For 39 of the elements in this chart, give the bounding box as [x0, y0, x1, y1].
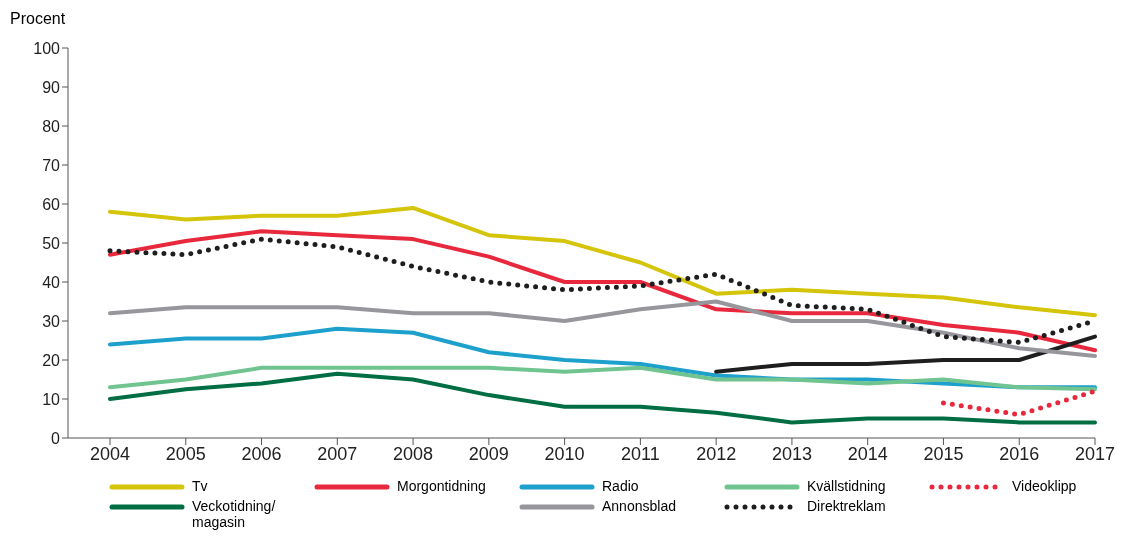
line-series: [108, 371, 1097, 425]
y-tick-label: 90: [42, 78, 61, 96]
x-tick-label: 2015: [923, 443, 964, 464]
line-series: [108, 205, 1097, 318]
y-tick-label: 10: [42, 390, 61, 408]
x-tick-label: 2014: [847, 443, 888, 464]
y-tick-label: 60: [42, 195, 61, 213]
legend-label: Kvällstidning: [807, 478, 887, 494]
x-tick-label: 2017: [1074, 443, 1116, 464]
y-tick-label: 100: [33, 39, 61, 57]
line-series: [108, 299, 1097, 359]
x-tick-label: 2004: [89, 443, 131, 464]
y-tick-label: 40: [42, 273, 61, 291]
x-tick-label: 2016: [999, 443, 1040, 464]
y-tick-label: 70: [42, 156, 61, 174]
x-tick-label: 2009: [468, 443, 509, 464]
legend-label: Annonsblad: [602, 498, 677, 514]
x-tick-label: 2013: [771, 443, 812, 464]
y-axis-title: Procent: [10, 10, 66, 28]
y-tick-label: 50: [42, 234, 61, 252]
x-tick-label: 2010: [544, 443, 585, 464]
line-series: [108, 365, 1097, 392]
legend-label: Veckotidning/ magasin: [192, 498, 277, 530]
line-series: [714, 334, 1097, 374]
legend-label: Morgontidning: [397, 478, 487, 494]
y-tick-label: 20: [42, 351, 61, 369]
x-tick-label: 2011: [621, 443, 660, 464]
x-tick-label: 2007: [317, 443, 358, 464]
legend-label: Tv: [192, 478, 209, 494]
legend-label: Direktreklam: [807, 498, 887, 514]
legend-label: Radio: [602, 478, 640, 494]
legend-label: Videoklipp: [1012, 478, 1078, 494]
y-tick-label: 80: [42, 117, 61, 135]
x-tick-label: 2012: [696, 443, 737, 464]
x-tick-label: 2008: [393, 443, 434, 464]
x-tick-label: 2006: [241, 443, 282, 464]
x-tick-label: 2005: [165, 443, 206, 464]
y-tick-label: 30: [42, 312, 61, 330]
y-tick-label: 0: [51, 429, 61, 447]
